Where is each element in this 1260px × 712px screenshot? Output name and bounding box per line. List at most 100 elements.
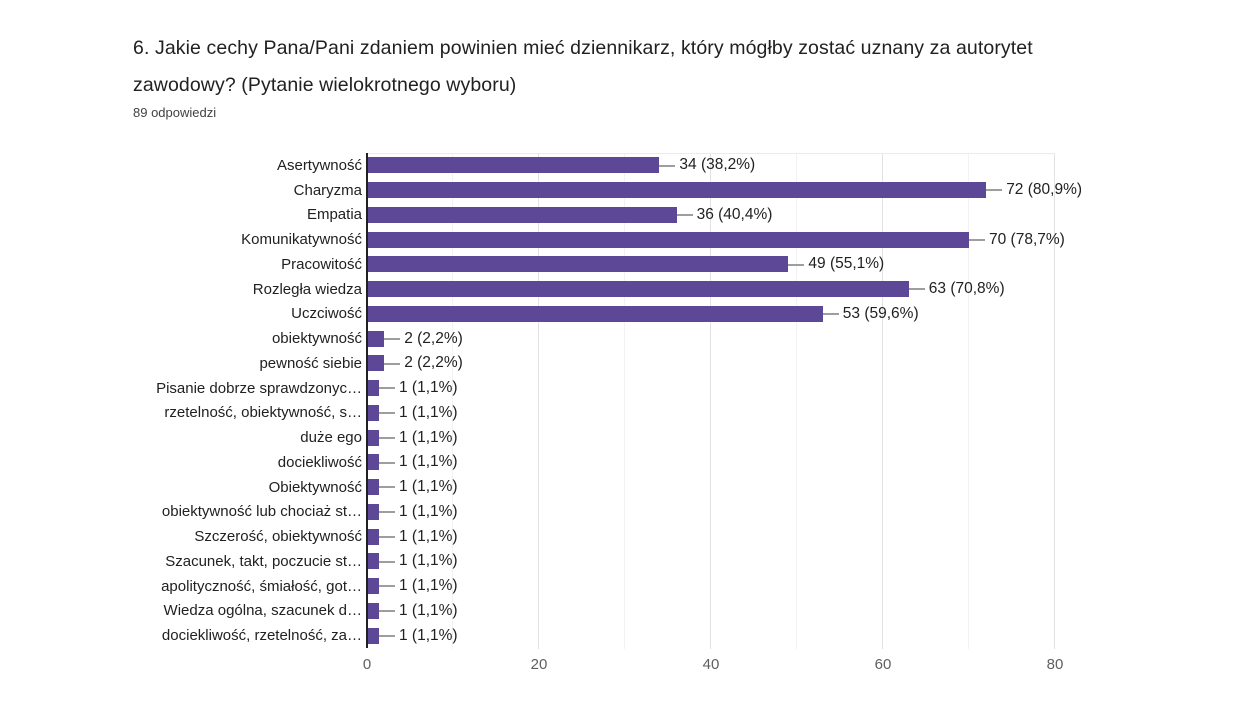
value-label: 1 (1,1%) bbox=[399, 626, 458, 644]
category-label: Szczerość, obiektywność bbox=[194, 528, 362, 546]
bar bbox=[367, 479, 379, 496]
bar-zone: 49 (55,1%) bbox=[367, 252, 1227, 277]
bar-zone: 1 (1,1%) bbox=[367, 475, 1227, 500]
bar bbox=[367, 553, 379, 570]
value-connector-line bbox=[379, 535, 395, 538]
value-connector-line bbox=[384, 362, 401, 365]
bar-zone: 36 (40,4%) bbox=[367, 203, 1227, 228]
x-tick-label: 0 bbox=[362, 656, 372, 673]
category-label: obiektywność bbox=[271, 330, 362, 348]
bar-zone: 1 (1,1%) bbox=[367, 623, 1227, 648]
category-label: Empatia bbox=[306, 206, 362, 224]
category-label: obiektywność lub chociaż st… bbox=[161, 503, 362, 521]
category-label: Uczciwość bbox=[291, 305, 362, 323]
value-label: 2 (2,2%) bbox=[404, 354, 463, 372]
chart-row: Pisanie dobrze sprawdzonyc… 1 (1,1%) bbox=[107, 376, 1227, 401]
value-connector-line bbox=[659, 164, 676, 167]
bar-zone: 70 (78,7%) bbox=[367, 227, 1227, 252]
bar-zone: 2 (2,2%) bbox=[367, 351, 1227, 376]
value-connector-line bbox=[969, 238, 985, 241]
value-label: 72 (80,9%) bbox=[1006, 181, 1083, 199]
bar bbox=[367, 157, 660, 174]
value-connector-line bbox=[379, 387, 395, 390]
bar-zone: 1 (1,1%) bbox=[367, 549, 1227, 574]
bar bbox=[367, 454, 379, 471]
category-label: Charyzma bbox=[293, 181, 362, 199]
chart-row: Obiektywność 1 (1,1%) bbox=[107, 475, 1227, 500]
value-connector-line bbox=[379, 585, 395, 588]
bar bbox=[367, 355, 385, 372]
chart-row: dociekliwość, rzetelność, za… 1 (1,1%) bbox=[107, 623, 1227, 648]
category-label: Szacunek, takt, poczucie st… bbox=[165, 552, 362, 570]
category-label: Rozległa wiedza bbox=[252, 280, 362, 298]
category-label: Komunikatywność bbox=[241, 231, 362, 249]
value-connector-line bbox=[676, 214, 693, 216]
bar-zone: 53 (59,6%) bbox=[367, 302, 1227, 327]
chart-row: obiektywność 2 (2,2%) bbox=[107, 326, 1227, 351]
chart-row: Komunikatywność 70 (78,7%) bbox=[107, 227, 1227, 252]
value-label: 1 (1,1%) bbox=[399, 601, 458, 619]
gridline bbox=[968, 154, 969, 649]
chart-row: Charyzma 72 (80,9%) bbox=[107, 178, 1227, 203]
responses-count: 89 odpowiedzi bbox=[133, 105, 217, 120]
value-label: 36 (40,4%) bbox=[696, 205, 773, 223]
category-label: dociekliwość bbox=[277, 453, 362, 471]
bar bbox=[367, 281, 909, 298]
bar-zone: 1 (1,1%) bbox=[367, 524, 1227, 549]
plot-area bbox=[367, 153, 1055, 649]
gridline bbox=[882, 154, 883, 649]
y-axis-line bbox=[366, 153, 368, 648]
x-axis: 0 20 40 60 80 bbox=[363, 656, 1064, 676]
chart-row: rzetelność, obiektywność, s… 1 (1,1%) bbox=[107, 401, 1227, 426]
bar-zone: 2 (2,2%) bbox=[367, 326, 1227, 351]
chart-row: pewność siebie 2 (2,2%) bbox=[107, 351, 1227, 376]
value-label: 70 (78,7%) bbox=[989, 230, 1065, 248]
category-label: rzetelność, obiektywność, s… bbox=[164, 404, 362, 422]
value-connector-line bbox=[379, 412, 395, 414]
bar-zone: 1 (1,1%) bbox=[367, 376, 1227, 401]
value-label: 34 (38,2%) bbox=[679, 156, 756, 174]
chart-rows: Asertywność 34 (38,2%) Charyzma 72 (80,9%) E… bbox=[107, 153, 1227, 648]
bar-zone: 72 (80,9%) bbox=[367, 178, 1227, 203]
value-connector-line bbox=[822, 313, 839, 315]
gridline bbox=[538, 154, 539, 649]
x-tick-label: 40 bbox=[702, 656, 720, 673]
chart-row: apolityczność, śmiałość, got… 1 (1,1%) bbox=[107, 574, 1227, 599]
bar bbox=[367, 206, 677, 223]
value-label: 1 (1,1%) bbox=[399, 453, 458, 471]
question-title: 6. Jakie cechy Pana/Pani zdaniem powinie… bbox=[133, 37, 1033, 96]
category-label: duże ego bbox=[300, 429, 362, 447]
chart-row: Szczerość, obiektywność 1 (1,1%) bbox=[107, 524, 1227, 549]
value-connector-line bbox=[908, 288, 925, 291]
value-connector-line bbox=[986, 189, 1003, 192]
bar-zone: 1 (1,1%) bbox=[367, 401, 1227, 426]
value-label: 1 (1,1%) bbox=[399, 527, 458, 545]
value-connector-line bbox=[379, 436, 395, 439]
bar bbox=[367, 404, 379, 421]
value-label: 1 (1,1%) bbox=[399, 478, 458, 496]
value-connector-line bbox=[379, 486, 395, 489]
value-connector-line bbox=[379, 610, 395, 612]
value-label: 2 (2,2%) bbox=[404, 329, 463, 347]
chart-row: Asertywność 34 (38,2%) bbox=[107, 153, 1227, 178]
x-tick-label: 60 bbox=[874, 656, 892, 673]
bar bbox=[367, 578, 379, 595]
chart-row: dociekliwość 1 (1,1%) bbox=[107, 450, 1227, 475]
bar-zone: 1 (1,1%) bbox=[367, 574, 1227, 599]
chart-row: obiektywność lub chociaż st… 1 (1,1%) bbox=[107, 500, 1227, 525]
chart-row: duże ego 1 (1,1%) bbox=[107, 425, 1227, 450]
category-label: apolityczność, śmiałość, got… bbox=[161, 577, 362, 595]
chart-row: Wiedza ogólna, szacunek d… 1 (1,1%) bbox=[107, 599, 1227, 624]
category-label: Pisanie dobrze sprawdzonyc… bbox=[156, 379, 362, 397]
bar bbox=[367, 305, 823, 322]
category-label: Obiektywność bbox=[268, 478, 362, 496]
bar bbox=[367, 231, 969, 248]
value-connector-line bbox=[379, 634, 395, 637]
value-label: 1 (1,1%) bbox=[399, 552, 458, 570]
bar-zone: 1 (1,1%) bbox=[367, 425, 1227, 450]
chart-row: Szacunek, takt, poczucie st… 1 (1,1%) bbox=[107, 549, 1227, 574]
category-label: Wiedza ogólna, szacunek d… bbox=[163, 602, 362, 620]
value-label: 1 (1,1%) bbox=[399, 428, 458, 446]
gridline bbox=[452, 154, 453, 649]
